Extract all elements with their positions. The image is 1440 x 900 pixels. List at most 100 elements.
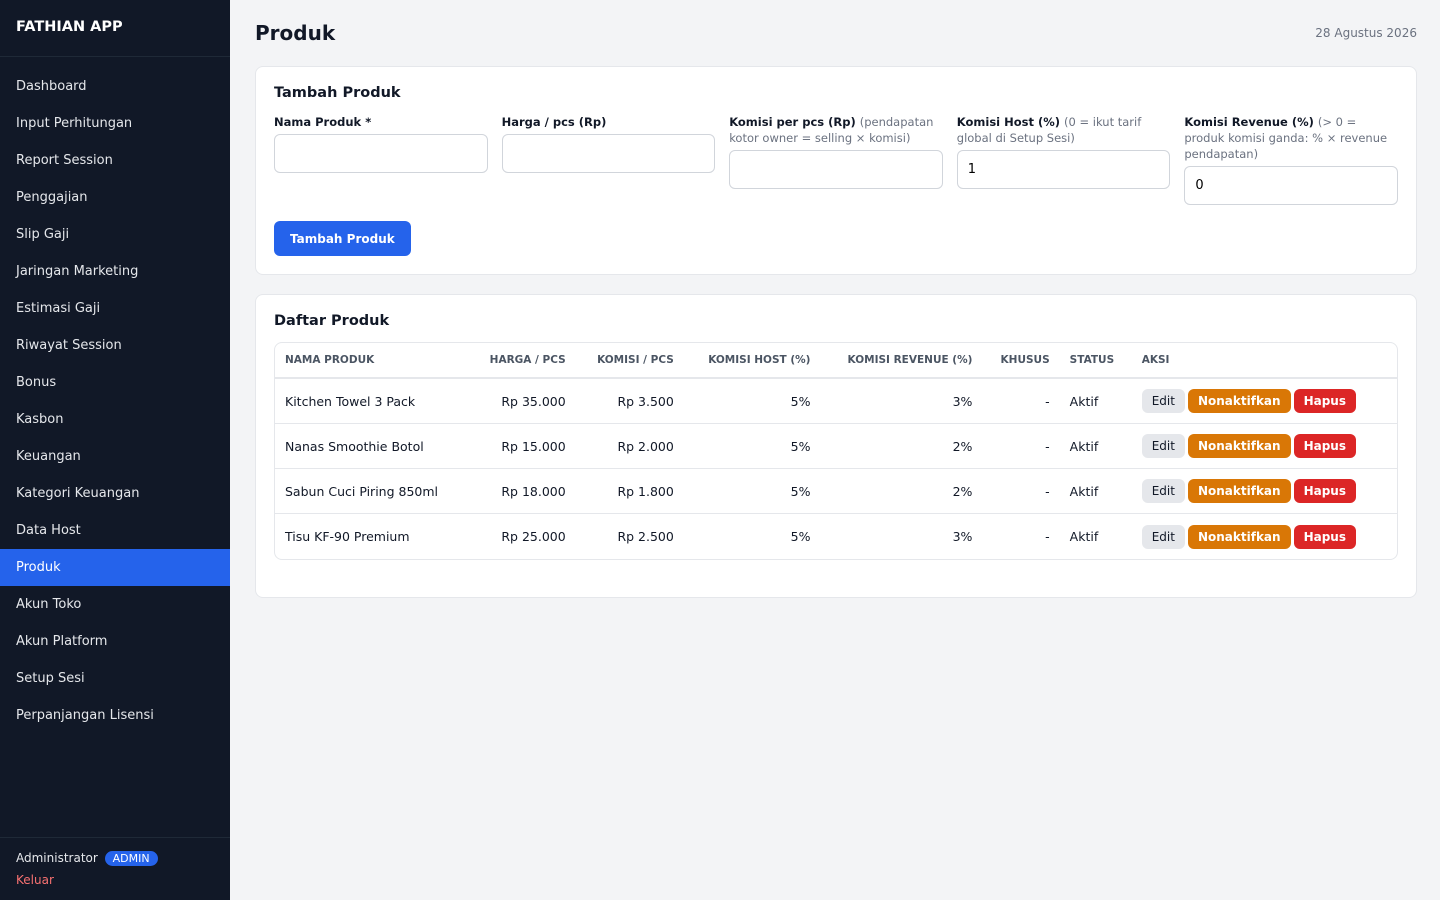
table-cell: 2% [820, 424, 983, 469]
field-label: Harga / pcs (Rp) [502, 114, 716, 130]
field-label: Komisi per pcs (Rp) (pendapatan kotor ow… [729, 114, 943, 146]
column-header: STATUS [1059, 343, 1132, 379]
user-name: Administrator [16, 851, 98, 865]
menu-item[interactable]: Kategori Keuangan [16, 486, 140, 501]
table-cell: 2% [820, 469, 983, 514]
field-label: Nama Produk * [274, 114, 488, 130]
label-hint: (0 = ikut tarif global di Setup Sesi) [956, 115, 1142, 145]
table-cell: Tisu KF-90 Premium [285, 529, 410, 544]
action-button[interactable]: Hapus [1293, 389, 1356, 413]
column-header: KOMISI / PCS [575, 343, 684, 379]
text-input[interactable] [274, 134, 488, 173]
role-badge: ADMIN [104, 851, 158, 866]
menu-item[interactable]: Estimasi Gaji [16, 301, 101, 316]
brand: FATHIAN APP [0, 0, 230, 57]
table-cell: Rp 1.800 [575, 469, 684, 514]
product-table: NAMA PRODUK HARGA / PCS KOMISI / PCS KOMISI… [274, 342, 1398, 560]
table-card: Daftar Produk NAMA PRODUK HARGA / PCS KOMI… [255, 294, 1417, 598]
menu-item[interactable]: Akun Platform [16, 634, 108, 649]
table-cell: Aktif [1059, 469, 1132, 514]
menu-item[interactable]: Setup Sesi [16, 671, 85, 686]
table-cell: Rp 35.000 [468, 379, 576, 424]
column-header: NAMA PRODUK [275, 343, 469, 379]
action-button[interactable]: Nonaktifkan [1187, 434, 1291, 458]
submit-button[interactable]: Tambah Produk [274, 221, 411, 256]
form-field: Komisi Revenue (%) (> 0 = produk komisi … [1184, 114, 1398, 205]
form-title: Tambah Produk [274, 85, 401, 101]
action-button[interactable]: Nonaktifkan [1187, 524, 1291, 549]
label-hint: (> 0 = produk komisi ganda: % × revenue … [1184, 115, 1388, 161]
table-cell: Kitchen Towel 3 Pack [275, 379, 469, 424]
user-panel: Administrator ADMIN Keluar [0, 837, 230, 900]
menu-item[interactable]: Input Perhitungan [16, 116, 133, 131]
action-button[interactable]: Hapus [1293, 479, 1356, 503]
menu-item[interactable]: Keuangan [16, 449, 81, 464]
date: 28 Agustus 2026 [1315, 26, 1417, 40]
menu-item[interactable]: Report Session [16, 153, 113, 168]
table-row: Tisu KF-90 Premium Rp 25.000 Rp 2.500 5% 3% -… [275, 514, 1397, 559]
table-cell: Rp 25.000 [501, 529, 566, 544]
text-input[interactable] [1184, 166, 1398, 205]
label-text: Komisi Host (%) [956, 115, 1061, 129]
label-hint: (pendapatan kotor owner = selling × komi… [729, 115, 934, 145]
menu-item[interactable]: Produk [0, 549, 230, 586]
table-title: Daftar Produk [274, 313, 390, 329]
actions-cell: Edit Nonaktifkan Hapus [1131, 469, 1397, 514]
table-cell: 3% [820, 379, 983, 424]
menu-item[interactable]: Jaringan Marketing [16, 264, 139, 279]
actions-cell: Edit Nonaktifkan Hapus [1132, 514, 1397, 559]
table-cell: Rp 2.000 [575, 424, 684, 469]
action-button[interactable]: Nonaktifkan [1187, 479, 1291, 503]
table-cell: 3% [952, 529, 973, 544]
main: Produk 28 Agustus 2026 Tambah Produk Nam… [230, 0, 1440, 900]
menu-item[interactable]: Akun Toko [16, 597, 82, 612]
table-cell: - [982, 424, 1060, 469]
column-header: HARGA / PCS [468, 343, 576, 379]
menu-item[interactable]: Dashboard [16, 79, 87, 94]
page-title: Produk [255, 21, 336, 45]
page-header: Produk 28 Agustus 2026 [255, 0, 1417, 66]
text-input[interactable] [956, 150, 1171, 189]
table-cell: Sabun Cuci Piring 850ml [275, 469, 469, 514]
action-button[interactable]: Edit [1141, 389, 1185, 413]
column-header: KHUSUS [982, 343, 1060, 379]
table-body: Kitchen Towel 3 Pack Rp 35.000 Rp 3.500 5% 3… [275, 379, 1397, 559]
form-field: Komisi per pcs (Rp) (pendapatan kotor ow… [729, 114, 943, 189]
table-cell: Rp 2.500 [617, 529, 674, 544]
form-field: Komisi Host (%) (0 = ikut tarif global d… [956, 114, 1171, 189]
column-header: AKSI [1131, 343, 1397, 379]
action-button[interactable]: Hapus [1293, 524, 1356, 549]
menu-item[interactable]: Slip Gaji [16, 227, 70, 242]
action-button[interactable]: Nonaktifkan [1187, 389, 1291, 413]
logout-link[interactable]: Keluar [16, 873, 54, 887]
table-cell: 5% [790, 529, 811, 544]
table-cell: 5% [683, 424, 821, 469]
form-field: Nama Produk * [274, 114, 488, 173]
menu-item[interactable]: Kasbon [16, 412, 64, 427]
menu-item[interactable]: Bonus [16, 375, 57, 390]
text-input[interactable] [501, 134, 716, 173]
menu-item[interactable]: Riwayat Session [16, 338, 122, 353]
menu-item[interactable]: Penggajian [16, 190, 88, 205]
action-button[interactable]: Edit [1141, 524, 1185, 549]
actions-cell: Edit Nonaktifkan Hapus [1131, 379, 1397, 424]
action-button[interactable]: Edit [1141, 434, 1185, 458]
actions-cell: Edit Nonaktifkan Hapus [1131, 424, 1397, 469]
label-text: Komisi per pcs (Rp) [729, 115, 856, 129]
table-cell: - [982, 379, 1060, 424]
table-row: Kitchen Towel 3 Pack Rp 35.000 Rp 3.500 5% 3… [275, 379, 1397, 424]
menu-item[interactable]: Perpanjangan Lisensi [16, 708, 154, 723]
action-button[interactable]: Hapus [1293, 434, 1356, 458]
table-cell: Rp 15.000 [468, 424, 576, 469]
sidebar: FATHIAN APP Dashboard Input Perhitungan Re… [0, 0, 230, 900]
menu-item[interactable]: Data Host [16, 523, 81, 538]
field-label: Komisi Host (%) (0 = ikut tarif global d… [957, 114, 1171, 146]
action-button[interactable]: Edit [1141, 479, 1185, 503]
table-cell: Aktif [1059, 379, 1132, 424]
table-cell: Aktif [1069, 529, 1099, 544]
column-header: KOMISI REVENUE (%) [820, 343, 983, 379]
header-row: NAMA PRODUK HARGA / PCS KOMISI / PCS KOMISI… [275, 343, 1397, 379]
text-input[interactable] [729, 150, 943, 189]
column-header: KOMISI HOST (%) [683, 343, 821, 379]
